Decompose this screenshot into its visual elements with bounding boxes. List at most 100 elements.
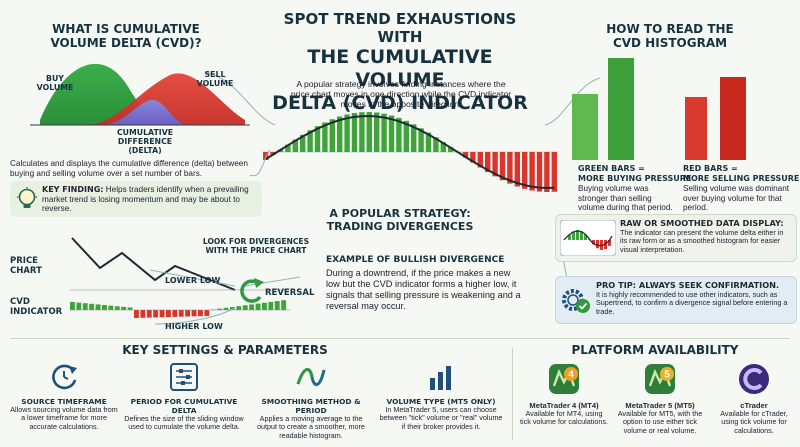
cvd-bar: [236, 306, 242, 310]
setting-text-0: Allows sourcing volume data from a lower…: [10, 405, 118, 431]
cvd-bar: [268, 301, 274, 310]
strategy-title-line1: A POPULAR STRATEGY:: [329, 207, 471, 220]
metatrader-5-icon: 5: [645, 364, 675, 394]
delta-label-2: DIFFERENCE: [117, 137, 173, 146]
sell-volume-label-2: VOLUME: [196, 79, 234, 88]
bullish-example-text: During a downtrend, if the price makes a…: [326, 268, 521, 311]
center-histogram-bar: [307, 130, 313, 152]
center-histogram-bar: [366, 112, 372, 152]
cvd-bar: [178, 310, 184, 317]
look-for-line1: LOOK FOR DIVERGENCES: [202, 237, 310, 246]
what-is-title-line1: WHAT IS CUMULATIVE: [52, 22, 200, 36]
cvd-bar: [153, 310, 159, 318]
reversal-arrow-icon: [240, 278, 264, 303]
raw-smoothed-card: RAW OR SMOOTHED DATA DISPLAY: The indica…: [555, 214, 797, 262]
cvd-indicator-label: CVD INDICATOR: [10, 297, 62, 317]
center-histogram-bar: [322, 122, 328, 152]
center-histogram-bar: [485, 152, 491, 173]
green-bars-text: Buying volume was stronger than selling …: [578, 184, 673, 213]
cvd-bar: [185, 310, 191, 317]
green-title-1: GREEN BARS =: [578, 164, 645, 173]
main-title-line1: SPOT TREND EXHAUSTIONS WITH: [283, 10, 517, 46]
cvd-bar: [70, 302, 75, 310]
mt4-badge: 4: [568, 370, 574, 381]
setting-title-2: SMOOTHING METHOD & PERIOD: [261, 397, 361, 415]
mini-bar: [592, 240, 595, 245]
setting-text-3: In MetaTrader 5, users can choose betwee…: [379, 405, 503, 431]
key-settings-title: KEY SETTINGS & PARAMETERS: [122, 343, 328, 357]
center-histogram-bar: [374, 112, 380, 152]
center-histogram-bar: [403, 120, 409, 152]
platform-text-1: Available for MT5, with the option to us…: [617, 409, 703, 435]
sell-volume-label-1: SELL: [204, 70, 226, 79]
cvd-bar: [146, 310, 152, 318]
red-bars-title: RED BARS = MORE SELLING PRESSURE: [683, 164, 799, 183]
setting-title-3: VOLUME TYPE (MT5 ONLY): [386, 397, 496, 406]
center-histogram-bar: [329, 119, 335, 152]
cvd-bar: [281, 300, 287, 310]
center-histogram-bar: [544, 152, 550, 192]
higher-low-label: HIGHER LOW: [165, 322, 223, 331]
center-histogram-bar: [337, 116, 343, 152]
buy-volume-label-1: BUY: [46, 74, 64, 83]
center-histogram-bar: [418, 128, 424, 152]
what-is-title: WHAT IS CUMULATIVE VOLUME DELTA (CVD)?: [26, 22, 226, 50]
how-to-read-title-line2: CVD HISTOGRAM: [612, 36, 728, 50]
cvd-bar: [108, 305, 114, 310]
platform-ctrader: cTrader Available for cTrader, using tic…: [712, 362, 796, 435]
wave-icon: [296, 368, 326, 386]
cvd-bar: [230, 306, 235, 310]
delta-label-1: CUMULATIVE: [116, 128, 174, 137]
red-title-1: RED BARS =: [683, 164, 738, 173]
cvd-bar: [140, 310, 146, 318]
green-bar-short: [572, 94, 598, 160]
buy-sell-volume-curves: [30, 63, 250, 126]
look-for-divergences: LOOK FOR DIVERGENCES WITH THE PRICE CHAR…: [196, 237, 316, 255]
cvd-bar: [76, 302, 82, 310]
center-histogram-bar: [285, 144, 291, 152]
cvd-indicator-label-2: INDICATOR: [10, 307, 63, 317]
setting-text-1: Defines the size of the sliding window u…: [124, 414, 244, 432]
divergence-chart: [70, 237, 300, 325]
green-title-2: MORE BUYING PRESSURE: [578, 173, 692, 183]
platform-title-2: cTrader: [740, 401, 768, 410]
cvd-bar: [166, 310, 171, 318]
setting-smoothing: SMOOTHING METHOD & PERIOD Applies a movi…: [250, 362, 372, 440]
mt5-badge: 5: [664, 370, 670, 381]
main-intro: A popular strategy involves finding inst…: [290, 79, 512, 109]
strategy-title-line2: TRADING DIVERGENCES: [326, 220, 474, 233]
center-histogram-bar: [381, 113, 387, 152]
setting-title-0: SOURCE TIMEFRAME: [21, 397, 107, 406]
what-is-description: Calculates and displays the cumulative d…: [10, 159, 248, 178]
look-for-line2: WITH THE PRICE CHART: [205, 246, 307, 255]
bullish-example-title: EXAMPLE OF BULLISH DIVERGENCE: [326, 255, 505, 265]
mini-bar: [584, 234, 587, 240]
volume-bars-icon: [430, 366, 451, 390]
center-histogram-bar: [470, 152, 476, 163]
red-bars-text: Selling volume was dominant over buying …: [683, 184, 790, 213]
mini-bar: [572, 231, 575, 240]
center-histogram-bar: [359, 112, 365, 152]
price-chart-label-2: CHART: [10, 266, 42, 276]
center-histogram-bar: [448, 147, 454, 152]
setting-volume-type: VOLUME TYPE (MT5 ONLY) In MetaTrader 5, …: [378, 362, 504, 431]
delta-label-3: (DELTA): [128, 146, 162, 155]
setting-source-timeframe: SOURCE TIMEFRAME Allows sourcing volume …: [8, 362, 120, 431]
cvd-bar: [172, 310, 178, 317]
key-finding-text: Helps traders identify when a prevailing…: [42, 185, 249, 214]
cvd-bar: [121, 306, 127, 310]
center-histogram-bar: [351, 113, 358, 152]
cvd-bar: [102, 305, 107, 310]
key-finding-label: KEY FINDING:: [42, 185, 104, 194]
setting-title-1: PERIOD FOR CUMULATIVE DELTA: [130, 397, 238, 415]
platform-title-1: MetaTrader 5 (MT5): [625, 401, 695, 410]
red-bar-short: [685, 97, 707, 160]
center-histogram-bar: [507, 152, 513, 184]
how-to-read-title-line1: HOW TO READ THE: [606, 22, 734, 36]
lightbulb-icon: [17, 187, 37, 208]
cvd-bar: [242, 305, 248, 310]
how-to-read-title: HOW TO READ THE CVD HISTOGRAM: [575, 22, 765, 50]
key-finding-card: KEY FINDING: Helps traders identify when…: [10, 181, 262, 217]
what-is-title-line2: VOLUME DELTA (CVD)?: [50, 36, 202, 50]
cvd-bar: [82, 303, 88, 310]
